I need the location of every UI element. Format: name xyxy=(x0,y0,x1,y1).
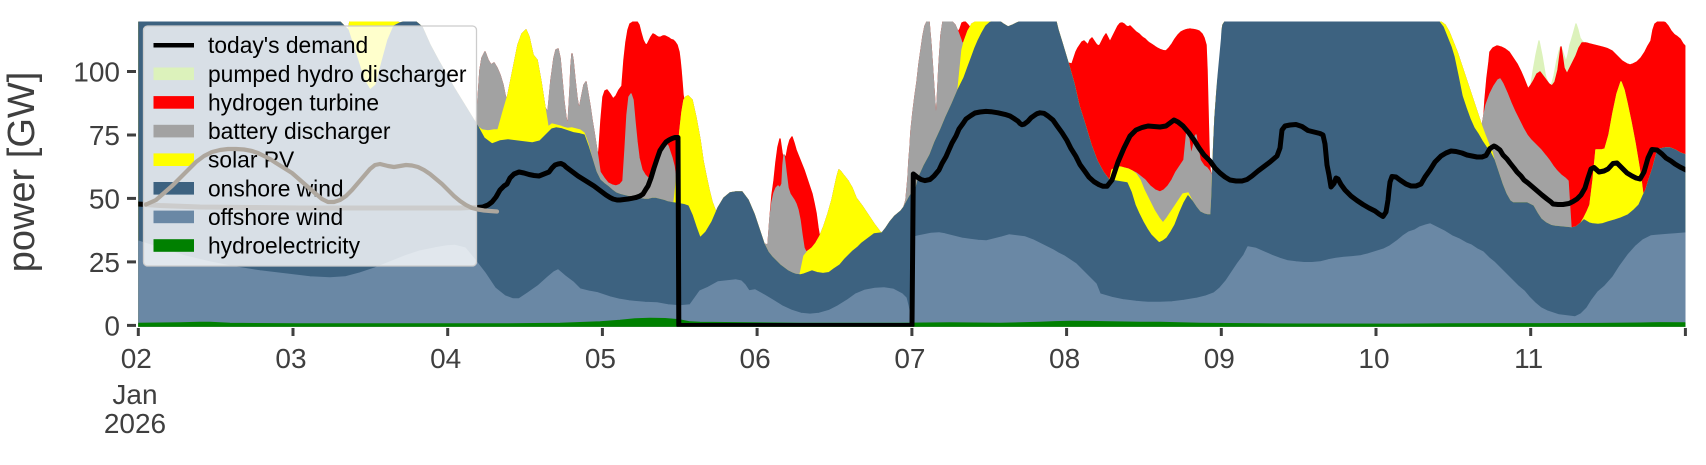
svg-text:today's demand: today's demand xyxy=(208,32,368,58)
svg-text:11: 11 xyxy=(1514,343,1543,374)
svg-text:09: 09 xyxy=(1204,343,1235,374)
svg-text:2026: 2026 xyxy=(104,408,166,439)
svg-text:05: 05 xyxy=(585,343,616,374)
svg-text:08: 08 xyxy=(1049,343,1080,374)
svg-text:75: 75 xyxy=(89,120,120,151)
svg-text:hydrogen turbine: hydrogen turbine xyxy=(208,89,379,115)
svg-text:07: 07 xyxy=(894,343,925,374)
svg-text:offshore wind: offshore wind xyxy=(208,204,343,230)
svg-text:power [GW]: power [GW] xyxy=(1,72,43,273)
svg-text:0: 0 xyxy=(104,310,120,341)
svg-text:25: 25 xyxy=(89,247,120,278)
svg-text:Jan: Jan xyxy=(112,379,157,410)
svg-text:pumped hydro discharger: pumped hydro discharger xyxy=(208,61,467,87)
svg-text:battery discharger: battery discharger xyxy=(208,118,391,144)
svg-text:100: 100 xyxy=(73,57,120,88)
svg-text:hydroelectricity: hydroelectricity xyxy=(208,233,361,259)
svg-text:04: 04 xyxy=(430,343,461,374)
svg-text:03: 03 xyxy=(275,343,306,374)
svg-text:02: 02 xyxy=(121,343,152,374)
svg-text:50: 50 xyxy=(89,183,120,214)
svg-text:06: 06 xyxy=(740,343,771,374)
svg-text:10: 10 xyxy=(1358,343,1389,374)
